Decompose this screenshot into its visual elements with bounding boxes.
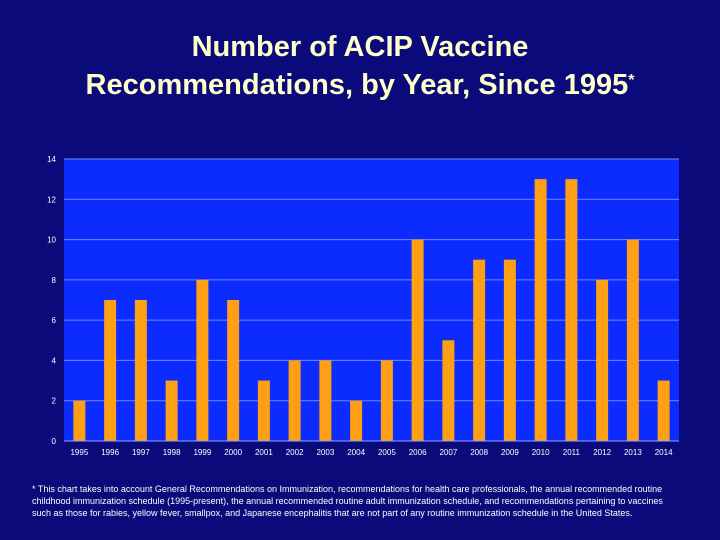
y-tick-label: 2 <box>52 397 57 406</box>
bar-2005 <box>380 360 393 441</box>
x-tick-label: 1999 <box>193 448 211 457</box>
bar-2008 <box>473 259 486 441</box>
x-tick-label: 1997 <box>132 448 150 457</box>
bar-2014 <box>657 380 670 441</box>
bar-2013 <box>626 239 639 441</box>
x-axis: 1995 1996 1997 1998 1999 2000 2001 2002 2003 2004… <box>64 440 679 457</box>
bar-1999 <box>196 279 209 441</box>
x-tick-label: 2013 <box>624 448 642 457</box>
x-tick-label: 2010 <box>532 448 550 457</box>
chart-title: Number of ACIP Vaccine Recommendations, … <box>0 28 720 104</box>
title-footnote-mark: * <box>628 72 635 89</box>
plot-area <box>64 159 679 441</box>
x-tick-label: 2006 <box>409 448 427 457</box>
x-tick-label: 2005 <box>378 448 396 457</box>
x-tick-label: 2011 <box>563 448 581 457</box>
x-tick-label: 1996 <box>101 448 119 457</box>
footnote: * This chart takes into account General … <box>32 484 663 518</box>
x-tick-label: 2001 <box>255 448 273 457</box>
x-tick-label: 2014 <box>655 448 673 457</box>
title-line-2-text: Recommendations, by Year, Since 1995 <box>85 69 629 101</box>
bar-1998 <box>165 380 178 441</box>
bar-2010 <box>534 179 547 441</box>
bar-2003 <box>319 360 332 441</box>
x-tick-label: 2012 <box>593 448 611 457</box>
y-tick-label: 14 <box>47 155 56 164</box>
y-tick-label: 8 <box>52 276 57 285</box>
bar-2001 <box>257 380 270 441</box>
y-tick-label: 10 <box>47 236 56 245</box>
x-tick-label: 2004 <box>347 448 365 457</box>
bar-1995 <box>73 400 86 441</box>
x-tick-label: 2000 <box>224 448 242 457</box>
x-tick-label: 1995 <box>70 448 88 457</box>
title-line-2: Recommendations, by Year, Since 1995* <box>0 66 720 104</box>
x-tick-label: 2007 <box>439 448 457 457</box>
bar-2002 <box>288 360 301 441</box>
x-tick-label: 1998 <box>163 448 181 457</box>
bar-1996 <box>104 300 117 441</box>
bar-chart: 0 2 4 6 8 10 12 14 1995 1996 1997 1998 1999 2000 2001… <box>47 155 679 457</box>
bar-2007 <box>442 340 455 441</box>
bar-2011 <box>565 179 578 441</box>
bar-1997 <box>134 300 147 441</box>
bar-2012 <box>596 279 609 441</box>
bar-2004 <box>350 400 363 441</box>
y-tick-label: 0 <box>52 437 57 446</box>
y-tick-label: 4 <box>52 356 57 365</box>
x-tick-label: 2008 <box>470 448 488 457</box>
bars <box>73 179 670 441</box>
y-axis: 0 2 4 6 8 10 12 14 <box>47 155 56 446</box>
x-tick-label: 2003 <box>316 448 334 457</box>
bar-2009 <box>503 259 516 441</box>
bar-2000 <box>227 300 240 441</box>
x-tick-label: 2009 <box>501 448 519 457</box>
y-tick-label: 6 <box>52 316 57 325</box>
bar-2006 <box>411 239 424 441</box>
title-line-1: Number of ACIP Vaccine <box>191 31 529 63</box>
x-tick-label: 2002 <box>286 448 304 457</box>
y-tick-label: 12 <box>47 195 56 204</box>
